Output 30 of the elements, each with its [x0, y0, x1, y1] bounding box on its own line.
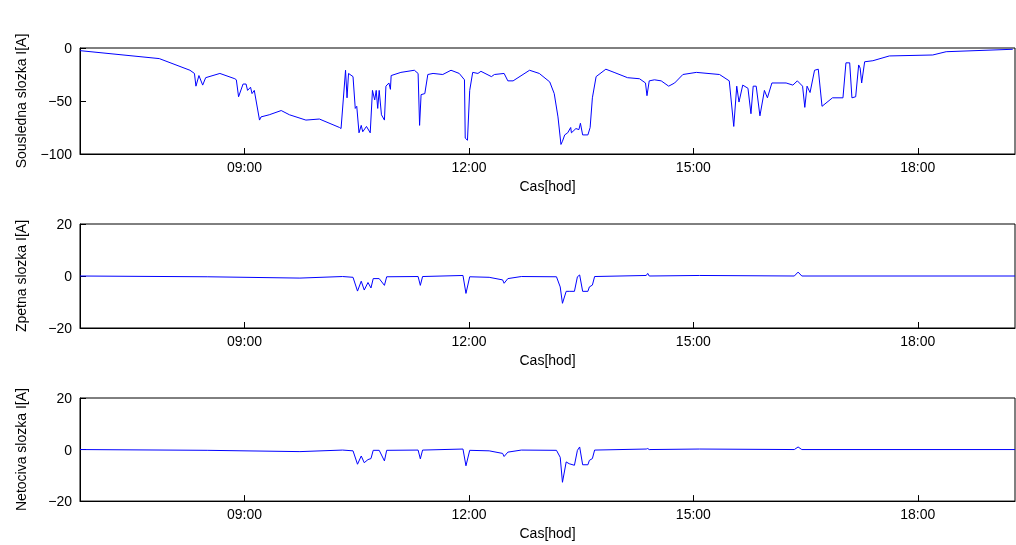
x-tick-label: 18:00	[900, 506, 936, 523]
y-tick-label: 0	[64, 268, 73, 284]
y-tick-label: 0	[64, 40, 73, 56]
x-axis-title: Cas[hod]	[519, 351, 576, 368]
line-series	[79, 271, 1016, 304]
x-tick-label: 15:00	[675, 333, 712, 349]
x-tick-label: 09:00	[227, 159, 263, 175]
y-tick-label: 0	[64, 441, 73, 458]
y-axis-title: Zpetna slozka I[A]	[13, 219, 29, 333]
line-series	[79, 48, 1014, 145]
x-axis-title: Cas[hod]	[519, 177, 576, 194]
y-tick-label: 20	[56, 390, 73, 406]
x-tick-label: 12:00	[451, 506, 487, 523]
y-tick-label: −100	[40, 146, 73, 162]
x-tick-label: 18:00	[900, 159, 936, 175]
y-axis-title: Sousledna slozka I[A]	[13, 33, 29, 169]
line-series	[79, 446, 1016, 483]
x-tick-label: 15:00	[675, 159, 712, 175]
x-tick-label: 12:00	[451, 333, 487, 349]
x-tick-label: 12:00	[451, 159, 487, 175]
x-tick-label: 09:00	[227, 506, 263, 523]
y-tick-label: −50	[48, 93, 73, 109]
x-axis-title: Cas[hod]	[519, 525, 576, 541]
x-tick-label: 18:00	[900, 333, 936, 349]
y-tick-label: −20	[48, 320, 73, 336]
y-axis-title: Netociva slozka I[A]	[13, 388, 29, 512]
y-tick-label: 20	[56, 216, 73, 232]
x-tick-label: 09:00	[227, 333, 263, 349]
y-tick-label: −20	[48, 493, 73, 510]
x-tick-label: 15:00	[675, 506, 712, 523]
